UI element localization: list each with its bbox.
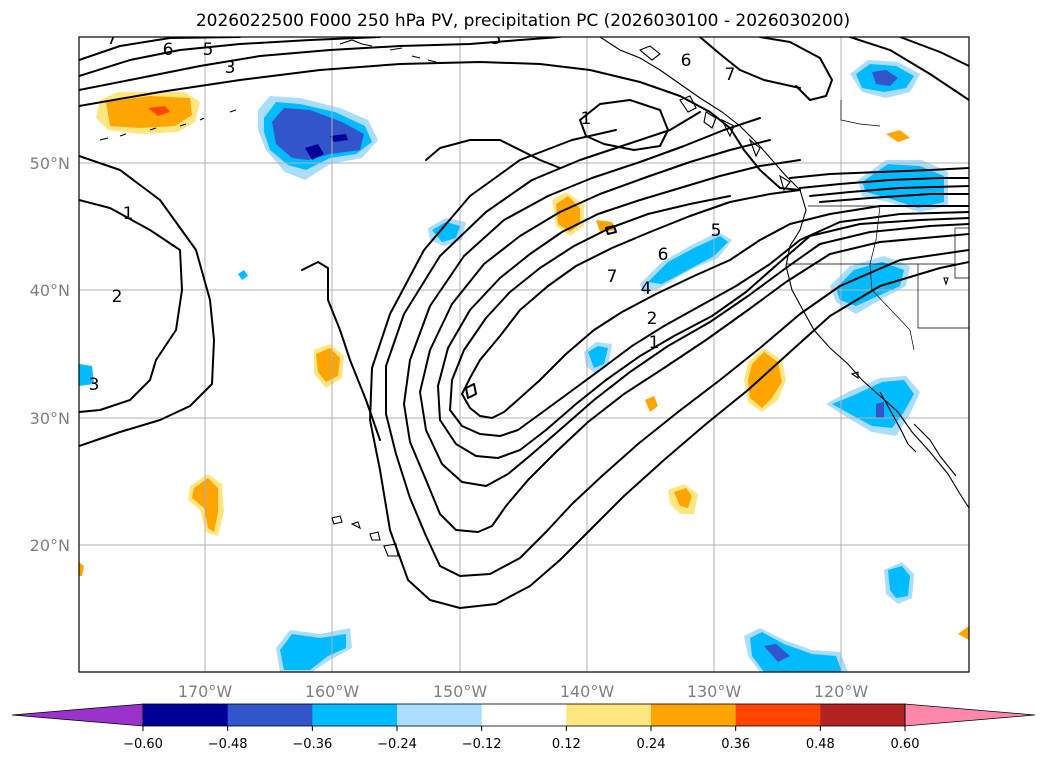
contour-label: 5 <box>491 29 502 49</box>
precip-positive-region <box>106 96 192 128</box>
contour-label: 1 <box>123 204 134 224</box>
colorbar: −0.60 −0.48 −0.36 −0.24 −0.12 0.12 0.24 0.36 0.4… <box>11 703 1036 752</box>
colorbar-segment <box>820 704 906 726</box>
contour-label: 3 <box>225 58 236 78</box>
contour-label: 2 <box>112 287 123 307</box>
contour-label: 5 <box>203 40 214 60</box>
contour-label: 5 <box>711 221 722 241</box>
gridlines <box>79 37 969 672</box>
precip-positive-region <box>316 348 340 382</box>
precip-negative-region <box>862 164 944 208</box>
precip-positive-region <box>645 396 658 412</box>
colorbar-tick-label: 0.36 <box>721 737 750 752</box>
contour-label: 4 <box>641 279 652 299</box>
colorbar-segment <box>397 704 483 726</box>
lon-label: 150°W <box>433 682 488 701</box>
lon-label: 120°W <box>814 682 869 701</box>
map-frame <box>78 36 970 673</box>
precip-negative-region <box>280 634 346 670</box>
lon-label: 140°W <box>560 682 615 701</box>
colorbar-segment <box>735 704 821 726</box>
colorbar-segment <box>312 704 398 726</box>
contour-label: 1 <box>581 109 592 129</box>
colorbar-segment <box>143 704 229 726</box>
map-title: 2026022500 F000 250 hPa PV, precipitatio… <box>196 11 850 31</box>
precip-positive-region <box>79 562 84 576</box>
colorbar-frame <box>142 703 906 727</box>
map-background <box>79 37 969 672</box>
precip-positive-region <box>148 106 170 116</box>
precip-positive-region <box>596 220 616 232</box>
lon-label: 170°W <box>178 682 233 701</box>
colorbar-segment <box>566 704 652 726</box>
precip-negative-region <box>588 346 608 368</box>
colorbar-tick-label: 0.24 <box>637 737 666 752</box>
lon-axis: 170°W 160°W 150°W 140°W 130°W 120°W <box>178 682 869 701</box>
contour-label: 6 <box>681 51 692 71</box>
precip-negative-region <box>79 364 94 386</box>
colorbar-tick-label: 0.48 <box>806 737 835 752</box>
colorbar-tick-label: −0.48 <box>208 737 248 752</box>
precip-negative-region <box>876 402 884 418</box>
colorbar-segment <box>481 704 567 726</box>
precip-positive-region <box>886 130 910 142</box>
pv-contours <box>79 37 969 609</box>
precip-negative-region <box>305 134 348 160</box>
precip-negative-region <box>238 270 248 280</box>
lat-axis: 50°N 40°N 30°N 20°N <box>30 154 70 555</box>
colorbar-tick-label: −0.36 <box>292 737 332 752</box>
colorbar-segment <box>651 704 737 726</box>
precip-positive-region <box>958 626 969 640</box>
colorbar-segment <box>227 704 313 726</box>
precip-negative-region <box>272 108 364 160</box>
colorbar-tick-label: 0.12 <box>552 737 581 752</box>
precip-positive-region <box>674 488 692 508</box>
contour-label: 3 <box>89 375 100 395</box>
contour-label: 7 <box>107 29 118 49</box>
lat-label: 50°N <box>30 154 70 173</box>
precip-negative-region <box>888 566 910 598</box>
precip-negative-region <box>836 262 904 306</box>
precip-negative-region <box>432 222 460 242</box>
lon-label: 160°W <box>305 682 360 701</box>
colorbar-extend-min <box>11 703 144 727</box>
lat-label: 30°N <box>30 409 70 428</box>
contour-label: 1 <box>649 333 660 353</box>
lon-label: 130°W <box>687 682 742 701</box>
contour-label: 7 <box>607 267 618 287</box>
contour-labels: 7 6 5 3 5 1 6 7 1 2 3 7 6 5 4 2 1 <box>89 29 736 395</box>
precip-shading <box>79 60 969 672</box>
colorbar-tick-label: 0.60 <box>891 737 920 752</box>
precip-negative-region <box>750 632 842 672</box>
map-panel: 7 6 5 3 5 1 6 7 1 2 3 7 6 5 4 2 1 <box>78 29 970 673</box>
lat-label: 20°N <box>30 536 70 555</box>
precip-negative-region <box>648 236 728 284</box>
colorbar-tick-label: −0.60 <box>123 737 163 752</box>
contour-label: 6 <box>658 245 669 265</box>
precip-negative-region <box>872 70 898 86</box>
lat-label: 40°N <box>30 281 70 300</box>
precip-negative-region <box>764 644 790 662</box>
contour-label: 2 <box>647 309 658 329</box>
colorbar-tick-label: −0.24 <box>377 737 417 752</box>
contour-label: 6 <box>163 40 174 60</box>
contour-label: 7 <box>725 65 736 85</box>
colorbar-extend-max <box>904 703 1036 727</box>
colorbar-tick-label: −0.12 <box>462 737 502 752</box>
